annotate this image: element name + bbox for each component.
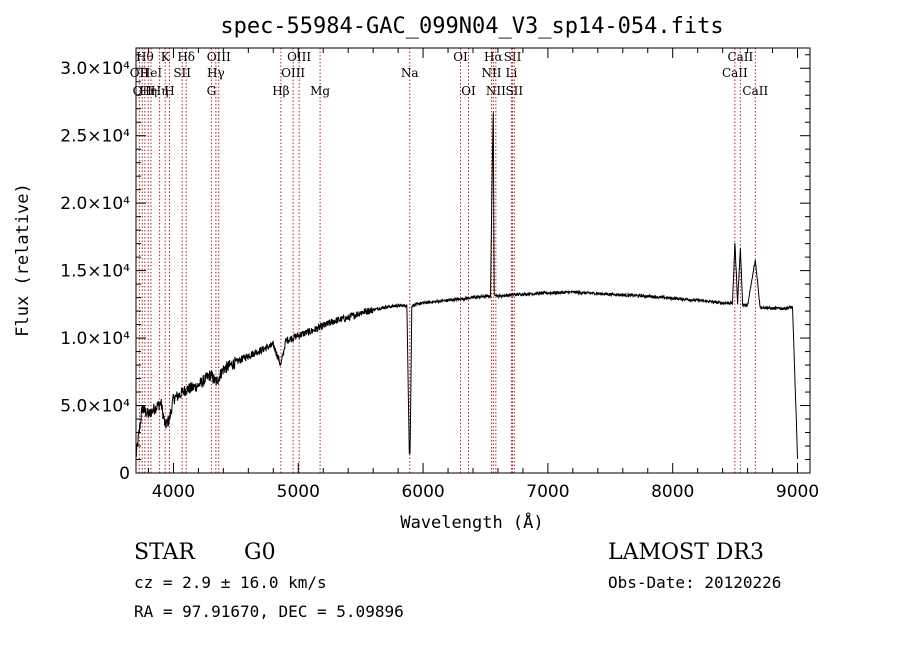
redshift-cz: cz = 2.9 ± 16.0 km/s bbox=[134, 573, 327, 592]
coordinates: RA = 97.91670, DEC = 5.09896 bbox=[134, 602, 404, 621]
line-label-20: NII bbox=[481, 66, 501, 80]
y-tick-label-2: 1.0×10⁴ bbox=[60, 329, 130, 349]
y-tick-label-5: 2.5×10⁴ bbox=[60, 127, 130, 147]
y-tick-label-6: 3.0×10⁴ bbox=[60, 59, 130, 79]
line-label-5: Hη bbox=[151, 84, 169, 98]
line-label-27: CaII bbox=[727, 50, 753, 64]
y-tick-label-3: 1.5×10⁴ bbox=[60, 262, 130, 282]
line-label-10: G bbox=[207, 84, 217, 98]
survey-name: LAMOST DR3 bbox=[608, 540, 764, 565]
line-label-26: CaII bbox=[722, 66, 748, 80]
line-label-28: CaII bbox=[742, 84, 768, 98]
line-label-11: Hγ bbox=[207, 66, 225, 80]
chart-title: spec-55984-GAC_099N04_V3_sp14-054.fits bbox=[220, 14, 723, 39]
y-tick-label-0: 0 bbox=[119, 464, 130, 484]
x-tick-label-6000: 6000 bbox=[401, 482, 444, 502]
line-markers: OIIOIIHθHηHeIHηKHSIIHδGHγOIIIHβOIIIOIIIM… bbox=[130, 48, 768, 473]
line-label-24: SII bbox=[504, 50, 522, 64]
y-axis-label: Flux (relative) bbox=[13, 183, 33, 337]
object-class: STAR bbox=[134, 540, 195, 565]
line-label-22: NII bbox=[486, 84, 506, 98]
x-tick-label-4000: 4000 bbox=[152, 482, 195, 502]
plot-frame bbox=[135, 47, 811, 474]
line-label-3: Hη bbox=[139, 84, 157, 98]
x-tick-label-5000: 5000 bbox=[277, 482, 320, 502]
line-label-2: Hθ bbox=[136, 50, 154, 64]
line-label-13: Hβ bbox=[272, 84, 289, 98]
spectrum-chart: spec-55984-GAC_099N04_V3_sp14-054.fits W… bbox=[13, 14, 819, 533]
line-label-16: Mg bbox=[310, 84, 330, 98]
spectrum-line bbox=[135, 112, 798, 459]
line-label-8: SII bbox=[173, 66, 191, 80]
line-label-23: Li bbox=[506, 66, 518, 80]
y-tick-label-4: 2.0×10⁴ bbox=[60, 194, 130, 214]
y-tick-label-1: 5.0×10⁴ bbox=[60, 397, 130, 417]
line-label-7: H bbox=[164, 84, 174, 98]
axis-ticks: 4000 5000 6000 7000 8000 9000 0 5.0×10⁴ 1.0×10⁴ 1… bbox=[60, 48, 819, 502]
line-label-25: SII bbox=[505, 84, 523, 98]
line-label-14: OIII bbox=[281, 66, 305, 80]
line-label-18: OI bbox=[453, 50, 468, 64]
line-label-17: Na bbox=[401, 66, 419, 80]
line-label-12: OIII bbox=[207, 50, 231, 64]
line-label-15: OIII bbox=[287, 50, 311, 64]
line-label-1: OII bbox=[133, 84, 153, 98]
object-subclass: G0 bbox=[244, 540, 276, 565]
x-tick-label-7000: 7000 bbox=[526, 482, 569, 502]
line-label-4: HeI bbox=[140, 66, 163, 80]
observation-date: Obs-Date: 20120226 bbox=[608, 573, 782, 592]
line-label-6: K bbox=[161, 50, 171, 64]
x-tick-label-8000: 8000 bbox=[651, 482, 694, 502]
line-label-9: Hδ bbox=[177, 50, 195, 64]
x-axis-label: Wavelength (Å) bbox=[400, 511, 543, 533]
x-tick-label-9000: 9000 bbox=[776, 482, 819, 502]
line-label-19: OI bbox=[461, 84, 476, 98]
line-label-21: Hα bbox=[484, 50, 503, 64]
